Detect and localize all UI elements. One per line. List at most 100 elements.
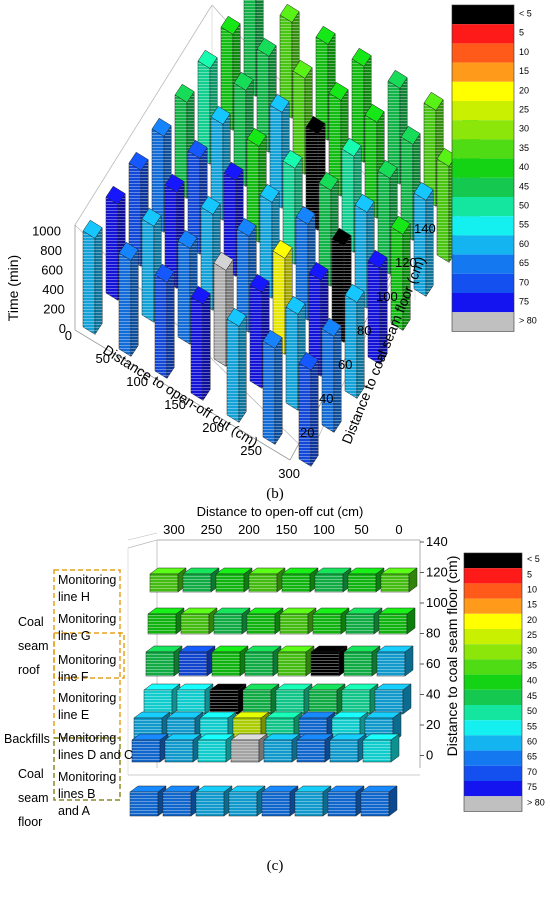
legend-label: 20 (519, 85, 529, 95)
bar-c (294, 785, 332, 817)
legend-swatch (464, 568, 522, 584)
mon-e-1: Monitoring (58, 691, 116, 705)
bar-c (242, 683, 280, 715)
b-xtick: 250 (240, 443, 262, 458)
bar-c (362, 733, 400, 763)
bar-c (308, 683, 346, 715)
legend-swatch (464, 629, 522, 645)
bar-c (164, 733, 202, 763)
bar-c (314, 567, 352, 593)
b-ztick: 400 (42, 282, 64, 297)
mon-f-1: Monitoring (58, 653, 116, 667)
mon-dc-2: lines D and C (58, 748, 133, 762)
legend-swatch (464, 583, 522, 599)
legend-label: 60 (519, 239, 529, 249)
bar-c (360, 785, 398, 817)
bar-b (315, 25, 336, 142)
bar-b (436, 147, 457, 264)
bar-c (131, 733, 169, 763)
mon-ba-2: lines B (58, 787, 96, 801)
caption-c: (c) (267, 858, 284, 874)
legend-swatch (452, 24, 514, 44)
bar-c (347, 567, 385, 593)
legend-label: 70 (527, 767, 537, 777)
legend-label: 10 (527, 585, 537, 595)
panel-c-ylabel: Distance to coal seam floor (cm) (444, 556, 460, 757)
legend-swatch (464, 735, 522, 751)
legend-swatch (452, 5, 514, 25)
legend-label: < 5 (519, 9, 532, 19)
legend-label: 50 (527, 706, 537, 716)
bar-b (154, 263, 175, 380)
legend-label: 55 (527, 721, 537, 731)
legend-label: 55 (519, 220, 529, 230)
legend-label: 60 (527, 737, 537, 747)
legend-swatch (452, 216, 514, 236)
mon-ba-1: Monitoring (58, 770, 116, 784)
bar-b (413, 181, 434, 298)
bar-c (275, 683, 313, 715)
bar-c (197, 733, 235, 763)
legend-label: 40 (519, 162, 529, 172)
mon-g-2: line G (58, 629, 91, 643)
bar-c (327, 785, 365, 817)
bar-c (374, 683, 412, 715)
bar-c (296, 733, 334, 763)
roof-label-1: Coal (18, 615, 44, 629)
legend-label: > 80 (527, 797, 545, 807)
legend-swatch (452, 273, 514, 293)
c-ytick: 0 (426, 748, 433, 763)
bar-c (263, 733, 301, 763)
mon-g-1: Monitoring (58, 612, 116, 626)
legend-label: > 80 (519, 316, 537, 326)
bar-c (277, 645, 315, 677)
legend-label: < 5 (527, 554, 540, 564)
bar-b (226, 307, 247, 424)
legend-swatch (464, 796, 522, 812)
bar-b (118, 241, 139, 358)
bar-c (228, 785, 266, 817)
legend-label: 75 (527, 782, 537, 792)
legend-swatch (452, 293, 514, 313)
mon-ba-3: and A (58, 804, 91, 818)
b-ytick: 60 (338, 357, 352, 372)
bar-c (147, 607, 185, 635)
roof-label-3: roof (18, 663, 40, 677)
bar-c (145, 645, 183, 677)
c-ytick: 100 (426, 595, 448, 610)
b-ztick: 0 (59, 321, 66, 336)
legend-label: 45 (519, 181, 529, 191)
legend-label: 5 (519, 28, 524, 38)
bar-c (129, 785, 167, 817)
floor-label-1: Coal (18, 767, 44, 781)
bar-c (378, 607, 416, 635)
bar-c (213, 607, 251, 635)
mon-e-2: line E (58, 708, 89, 722)
legend-label: 25 (527, 630, 537, 640)
legend-swatch (464, 644, 522, 660)
bar-c (180, 607, 218, 635)
bar-c (209, 683, 247, 715)
bar-c (343, 645, 381, 677)
bar-b (295, 205, 316, 322)
legend-swatch (464, 765, 522, 781)
mon-dc-1: Monitoring (58, 731, 116, 745)
legend-swatch (464, 598, 522, 614)
b-xtick: 300 (278, 466, 300, 481)
bar-c (380, 567, 418, 593)
legend-label: 65 (527, 752, 537, 762)
b-ytick: 20 (300, 425, 314, 440)
bar-c (230, 733, 268, 763)
bar-b (82, 219, 103, 336)
floor-box (53, 737, 121, 801)
b-xtick: 200 (202, 420, 224, 435)
legend-swatch (452, 254, 514, 274)
legend-label: 10 (519, 47, 529, 57)
legend-swatch (452, 81, 514, 101)
bar-c (195, 785, 233, 817)
mon-h-2: line H (58, 590, 90, 604)
b-xtick: 150 (164, 397, 186, 412)
